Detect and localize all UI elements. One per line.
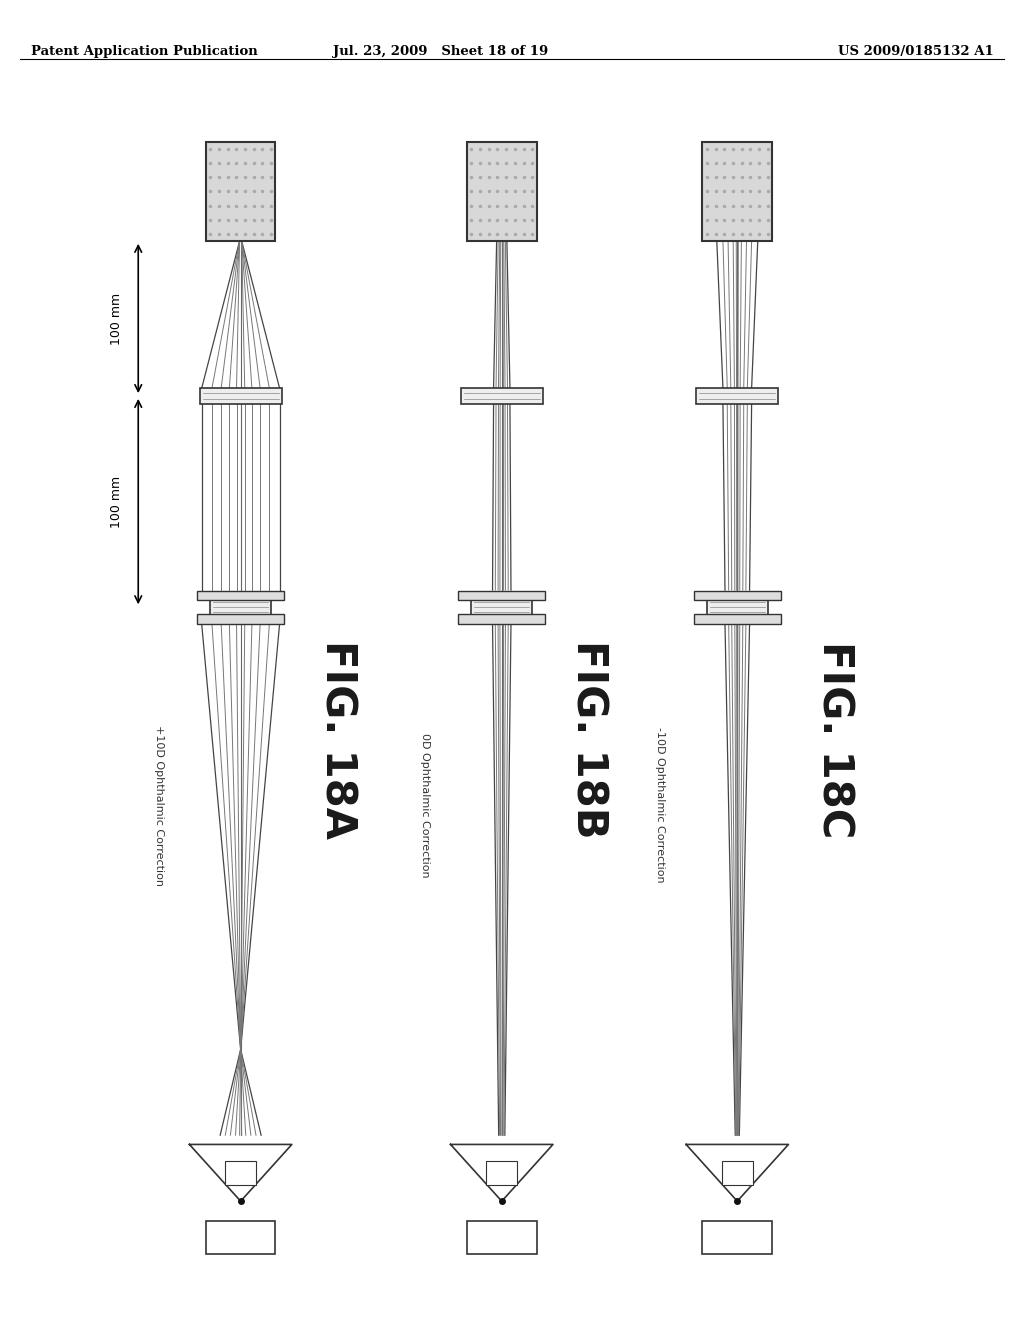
Bar xyxy=(210,595,271,619)
Bar xyxy=(694,614,780,623)
Bar xyxy=(206,143,275,242)
Text: Jul. 23, 2009   Sheet 18 of 19: Jul. 23, 2009 Sheet 18 of 19 xyxy=(333,45,548,58)
Text: 100 mm: 100 mm xyxy=(110,475,123,528)
Text: Patent Application Publication: Patent Application Publication xyxy=(31,45,257,58)
Bar xyxy=(467,143,537,242)
Bar xyxy=(471,595,532,619)
Bar xyxy=(486,1162,517,1185)
Bar xyxy=(696,388,778,404)
Bar xyxy=(722,1162,753,1185)
Text: -10D Ophthalmic Correction: -10D Ophthalmic Correction xyxy=(655,727,666,883)
Bar xyxy=(197,614,284,623)
Polygon shape xyxy=(451,1144,553,1201)
Bar xyxy=(702,1221,772,1254)
Text: +10D Ophthalmic Correction: +10D Ophthalmic Correction xyxy=(154,725,164,886)
Text: FIG. 18B: FIG. 18B xyxy=(567,640,610,838)
Bar xyxy=(461,388,543,404)
Bar xyxy=(694,590,780,599)
Bar xyxy=(467,1221,537,1254)
Polygon shape xyxy=(686,1144,788,1201)
Polygon shape xyxy=(189,1144,292,1201)
Bar xyxy=(459,590,545,599)
Bar xyxy=(200,388,282,404)
Bar xyxy=(702,143,772,242)
Bar xyxy=(707,595,768,619)
Text: FIG. 18A: FIG. 18A xyxy=(316,640,359,838)
Text: 0D Ophthalmic Correction: 0D Ophthalmic Correction xyxy=(420,733,430,878)
Bar xyxy=(206,1221,275,1254)
Bar xyxy=(459,614,545,623)
Bar xyxy=(225,1162,256,1185)
Text: US 2009/0185132 A1: US 2009/0185132 A1 xyxy=(838,45,993,58)
Bar xyxy=(197,590,284,599)
Text: 100 mm: 100 mm xyxy=(110,293,123,345)
Text: FIG. 18C: FIG. 18C xyxy=(813,640,856,838)
